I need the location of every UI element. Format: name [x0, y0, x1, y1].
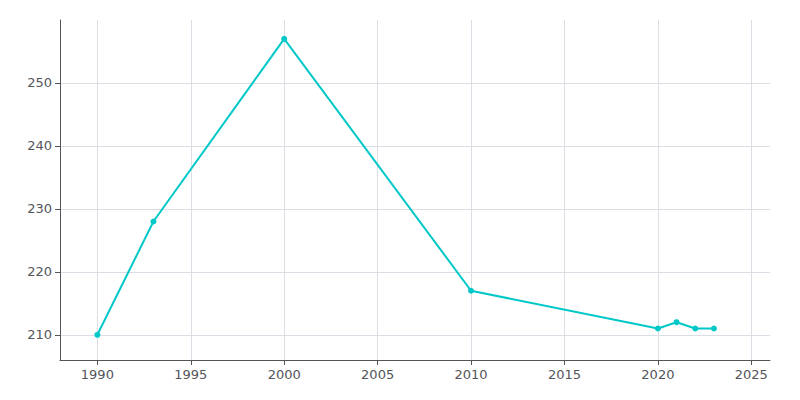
svg-text:2000: 2000	[268, 367, 301, 382]
svg-text:1990: 1990	[81, 367, 114, 382]
svg-text:230: 230	[27, 201, 52, 216]
svg-text:2020: 2020	[641, 367, 674, 382]
svg-text:250: 250	[27, 75, 52, 90]
svg-text:2015: 2015	[548, 367, 581, 382]
svg-text:1995: 1995	[174, 367, 207, 382]
svg-text:220: 220	[27, 264, 52, 279]
svg-text:2010: 2010	[455, 367, 488, 382]
svg-text:210: 210	[27, 327, 52, 342]
svg-text:240: 240	[27, 138, 52, 153]
svg-text:2005: 2005	[361, 367, 394, 382]
svg-text:2025: 2025	[735, 367, 768, 382]
